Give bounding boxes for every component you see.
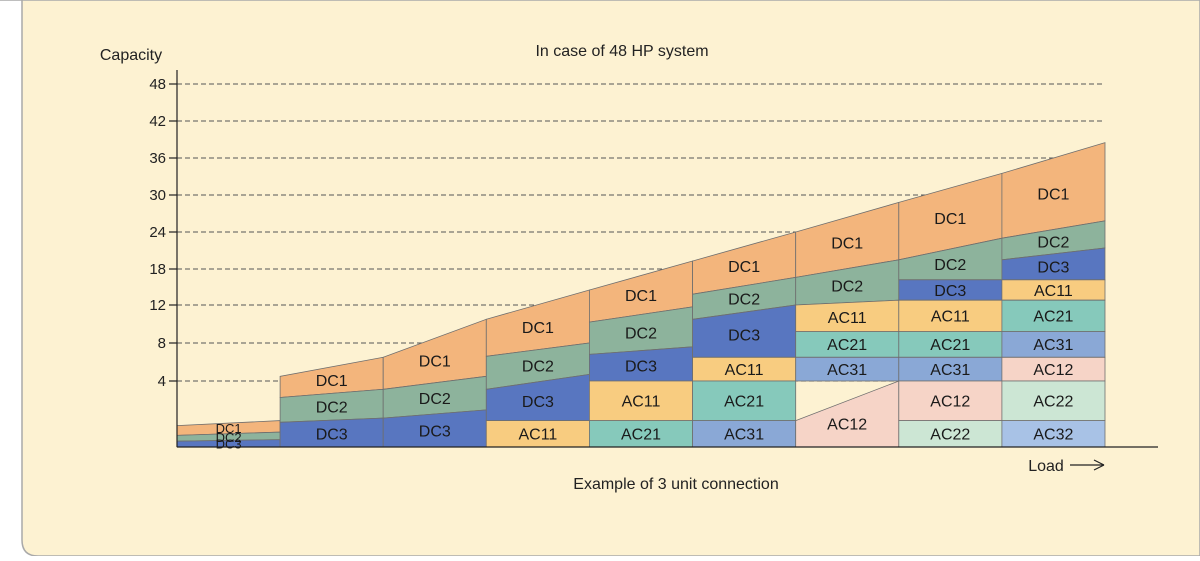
y-tick-label: 8 xyxy=(158,335,166,352)
block-label: AC11 xyxy=(1034,283,1073,300)
block-label: DC1 xyxy=(522,320,554,337)
block-label: DC2 xyxy=(831,278,863,295)
chart-title: In case of 48 HP system xyxy=(535,43,708,60)
block-label: DC2 xyxy=(216,430,242,445)
block-label: DC2 xyxy=(625,325,657,342)
block-label: DC1 xyxy=(728,259,760,276)
block-label: DC3 xyxy=(625,359,657,376)
block-label: AC21 xyxy=(930,337,970,354)
x-axis-arrow-icon xyxy=(1070,459,1105,471)
block-label: DC1 xyxy=(934,211,966,228)
block-label: DC2 xyxy=(522,359,554,376)
block-label: DC3 xyxy=(1037,260,1069,277)
block-label: DC2 xyxy=(728,292,760,309)
axes xyxy=(176,70,1158,448)
block-label: AC22 xyxy=(1033,394,1073,411)
block-label: DC1 xyxy=(419,353,451,370)
block-label: AC11 xyxy=(622,394,661,411)
block-label: AC21 xyxy=(724,394,764,411)
block-label: AC11 xyxy=(518,427,557,444)
block-label: DC1 xyxy=(831,236,863,253)
capacity-blocks xyxy=(176,142,1106,448)
y-tick-label: 48 xyxy=(149,76,166,93)
block-label: DC3 xyxy=(934,283,966,300)
block-label: AC32 xyxy=(1033,427,1073,444)
x-axis-label: Load xyxy=(1028,458,1064,475)
block-label: AC22 xyxy=(930,427,970,444)
block-label: AC12 xyxy=(930,394,970,411)
block-label: DC1 xyxy=(1037,187,1069,204)
block-label: DC3 xyxy=(316,426,348,443)
block-label: AC31 xyxy=(724,427,764,444)
y-tick-label: 12 xyxy=(149,297,166,314)
block-label: AC31 xyxy=(930,362,970,379)
block-label: AC21 xyxy=(621,427,661,444)
block-label: AC21 xyxy=(1033,309,1073,326)
block-labels: DC1DC2DC3DC1DC2DC3DC1DC2DC3DC1DC2DC3AC11… xyxy=(216,187,1074,452)
block-label: DC3 xyxy=(216,436,242,451)
block-label: DC3 xyxy=(728,327,760,344)
y-tick-label: 18 xyxy=(149,261,166,278)
block-label: AC12 xyxy=(827,417,867,434)
block-label: AC12 xyxy=(1033,362,1073,379)
y-tick-label: 30 xyxy=(149,187,166,204)
block-label: AC11 xyxy=(828,310,867,327)
block-label: AC31 xyxy=(827,362,867,379)
block-label: AC11 xyxy=(725,362,764,379)
y-tick-label: 24 xyxy=(149,224,166,241)
block-label: DC1 xyxy=(316,373,348,390)
block-label: AC31 xyxy=(1033,337,1073,354)
y-axis-label: Capacity xyxy=(100,47,162,64)
y-tick-label: 42 xyxy=(149,113,166,130)
block-label: AC11 xyxy=(931,309,970,326)
block-label: AC21 xyxy=(827,337,867,354)
y-tick-label: 36 xyxy=(149,150,166,167)
block-label: DC2 xyxy=(934,257,966,274)
block-label: DC1 xyxy=(625,288,657,305)
block-label: DC2 xyxy=(1037,235,1069,252)
y-tick-label: 4 xyxy=(158,373,166,390)
block-label: DC2 xyxy=(419,391,451,408)
block-label: DC3 xyxy=(522,394,554,411)
block-label: DC3 xyxy=(419,423,451,440)
block-label: DC2 xyxy=(316,400,348,417)
block-label: DC1 xyxy=(216,421,242,436)
chart-caption: Example of 3 unit connection xyxy=(573,476,778,493)
